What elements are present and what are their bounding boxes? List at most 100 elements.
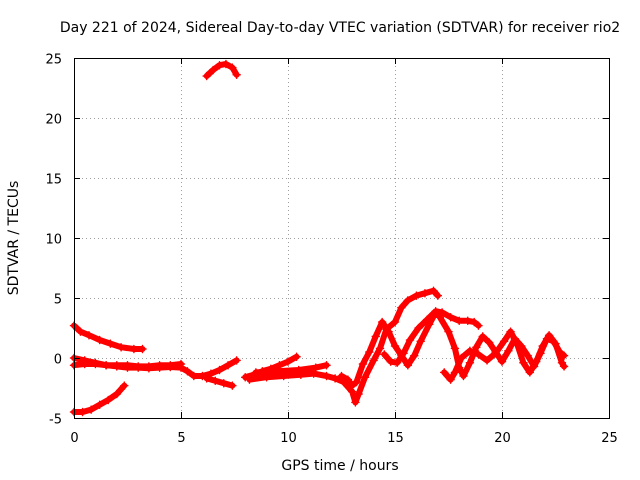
- data-point-marker: [446, 312, 455, 322]
- data-point-marker: [469, 317, 479, 327]
- data-point-marker: [544, 330, 554, 340]
- y-tick-label: 15: [45, 173, 62, 188]
- data-point-marker: [531, 357, 541, 366]
- data-point-marker: [202, 71, 211, 81]
- axis-ticks: [74, 58, 610, 419]
- data-point-marker: [176, 359, 186, 369]
- data-point-marker: [183, 366, 192, 376]
- series-arc-8: [246, 287, 441, 406]
- x-tick-label: 0: [70, 431, 78, 446]
- data-point-marker: [76, 327, 85, 336]
- data-point-marker: [343, 375, 353, 384]
- data-point-marker: [322, 371, 331, 381]
- data-point-marker: [380, 350, 389, 359]
- data-point-marker: [416, 336, 425, 346]
- data-point-marker: [497, 357, 507, 366]
- y-tick-label: 0: [54, 353, 62, 368]
- data-point-marker: [463, 316, 473, 326]
- data-point-marker: [454, 316, 464, 326]
- chart-title: Day 221 of 2024, Sidereal Day-to-day VTE…: [60, 20, 620, 36]
- data-point-marker: [444, 327, 453, 336]
- data-point-marker: [450, 344, 460, 353]
- data-point-marker: [559, 362, 569, 371]
- data-point-marker: [116, 342, 126, 352]
- data-point-marker: [365, 347, 374, 357]
- data-point-marker: [437, 308, 447, 317]
- x-tick-label: 15: [387, 431, 404, 446]
- data-point-marker: [133, 362, 143, 371]
- data-point-marker: [275, 360, 284, 370]
- data-point-marker: [405, 335, 415, 345]
- data-point-marker: [499, 336, 509, 346]
- data-point-marker: [208, 65, 218, 75]
- data-point-marker: [91, 359, 100, 369]
- data-point-marker: [219, 378, 229, 388]
- data-point-marker: [525, 368, 535, 377]
- data-point-marker: [429, 286, 438, 296]
- y-tick-label: 10: [45, 233, 62, 248]
- data-point-marker: [386, 357, 395, 366]
- data-point-marker: [474, 321, 483, 330]
- data-point-marker: [202, 374, 211, 383]
- y-tick-label: 20: [45, 113, 62, 128]
- data-point-marker: [198, 371, 207, 381]
- data-point-marker: [482, 356, 492, 365]
- data-point-marker: [294, 365, 303, 375]
- data-point-marker: [232, 70, 241, 80]
- data-point-marker: [221, 59, 231, 69]
- data-point-marker: [245, 375, 254, 384]
- data-point-marker: [337, 371, 346, 381]
- data-point-marker: [538, 341, 547, 351]
- y-tick-labels: -5 0 5 10 15 20 25: [45, 53, 62, 428]
- data-point-marker: [251, 368, 261, 377]
- data-point-marker: [459, 371, 468, 381]
- data-point-marker: [384, 327, 393, 336]
- y-tick-label: -5: [49, 413, 62, 428]
- data-point-marker: [420, 288, 430, 298]
- data-point-marker: [273, 366, 282, 376]
- data-point-marker: [347, 381, 357, 390]
- data-point-marker: [189, 371, 199, 381]
- data-point-marker: [519, 358, 528, 368]
- data-point-marker: [504, 346, 513, 356]
- data-point-marker: [484, 338, 494, 347]
- data-point-marker: [309, 369, 318, 378]
- data-point-marker: [491, 348, 500, 358]
- data-point-marker: [390, 317, 400, 327]
- data-point-marker: [262, 372, 271, 382]
- data-point-marker: [358, 359, 368, 369]
- data-point-marker: [78, 407, 87, 417]
- data-point-marker: [215, 365, 224, 375]
- data-point-marker: [80, 359, 89, 369]
- data-point-marker: [439, 368, 449, 377]
- data-point-marker: [371, 332, 380, 341]
- data-point-marker: [397, 303, 406, 312]
- data-point-marker: [465, 346, 475, 356]
- data-point-marker: [223, 360, 233, 370]
- data-point-marker: [390, 341, 400, 351]
- data-point-marker: [512, 339, 522, 348]
- x-tick-label: 5: [177, 431, 185, 446]
- data-point-marker: [478, 332, 487, 341]
- data-point-marker: [354, 389, 363, 399]
- data-point-marker: [155, 360, 164, 370]
- data-point-marker: [330, 374, 340, 383]
- data-point-marker: [412, 291, 421, 300]
- data-point-marker: [283, 357, 293, 366]
- data-point-marker: [206, 369, 216, 378]
- data-point-marker: [450, 368, 460, 377]
- data-point-marker: [414, 323, 423, 333]
- data-point-marker: [112, 389, 122, 399]
- data-point-marker: [377, 317, 387, 327]
- data-point-marker: [369, 356, 378, 365]
- data-point-marker: [84, 330, 94, 340]
- data-point-marker: [210, 376, 220, 386]
- data-point-marker: [433, 291, 443, 300]
- data-point-marker: [95, 335, 104, 345]
- data-point-marker: [166, 360, 175, 370]
- y-axis-label: SDTVAR / TECUs: [6, 181, 22, 296]
- data-point-marker: [106, 339, 115, 348]
- data-point-marker: [523, 351, 532, 360]
- x-tick-labels: 0 5 10 15 20 25: [70, 431, 617, 446]
